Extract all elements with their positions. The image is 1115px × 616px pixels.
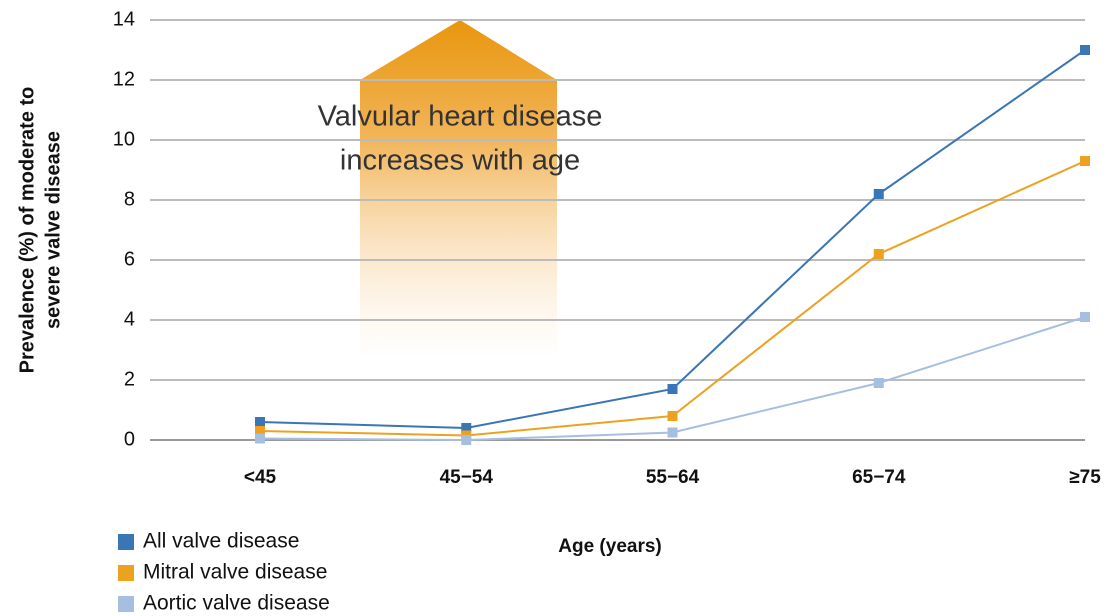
data-point	[461, 435, 472, 445]
y-tick-label: 0	[124, 428, 135, 450]
x-tick-label: 65−74	[852, 467, 906, 488]
data-point	[461, 423, 472, 433]
data-point	[667, 427, 678, 438]
legend-swatch	[118, 534, 134, 550]
data-point	[1080, 156, 1090, 166]
y-axis-label: Prevalence (%) of moderate to severe val…	[16, 87, 64, 374]
legend-label: All valve disease	[143, 530, 299, 553]
data-point	[1080, 312, 1090, 322]
data-point	[667, 411, 678, 421]
y-tick-label: 8	[124, 188, 135, 210]
x-tick-label: 55−64	[646, 467, 700, 488]
y-axis-label-line: severe valve disease	[42, 131, 64, 329]
legend-label: Aortic valve disease	[143, 592, 330, 615]
y-tick-label: 14	[113, 8, 135, 30]
data-point	[873, 249, 884, 259]
annotation-line: increases with age	[340, 145, 580, 177]
data-point	[873, 378, 884, 388]
y-tick-label: 10	[113, 128, 135, 150]
annotation-line: Valvular heart disease	[318, 101, 603, 133]
data-point	[873, 189, 884, 199]
x-axis-label: Age (years)	[558, 536, 662, 557]
y-tick-label: 12	[113, 68, 135, 90]
legend-swatch	[118, 596, 134, 612]
grid	[150, 19, 1085, 441]
data-point	[255, 417, 265, 427]
legend-label: Mitral valve disease	[143, 561, 327, 584]
data-point	[1080, 45, 1090, 55]
y-tick-label: 4	[124, 308, 135, 330]
y-tick-label: 2	[124, 368, 135, 390]
data-point	[667, 384, 678, 394]
x-tick-label: ≥75	[1069, 467, 1101, 488]
y-axis-label-line: Prevalence (%) of moderate to	[16, 87, 38, 374]
data-point	[255, 433, 265, 444]
y-tick-label: 6	[124, 248, 135, 270]
legend-swatch	[118, 565, 134, 581]
x-tick-label: <45	[244, 467, 277, 488]
annotation-arrow	[360, 20, 557, 360]
x-tick-label: 45−54	[440, 467, 494, 488]
data-point	[255, 426, 265, 436]
